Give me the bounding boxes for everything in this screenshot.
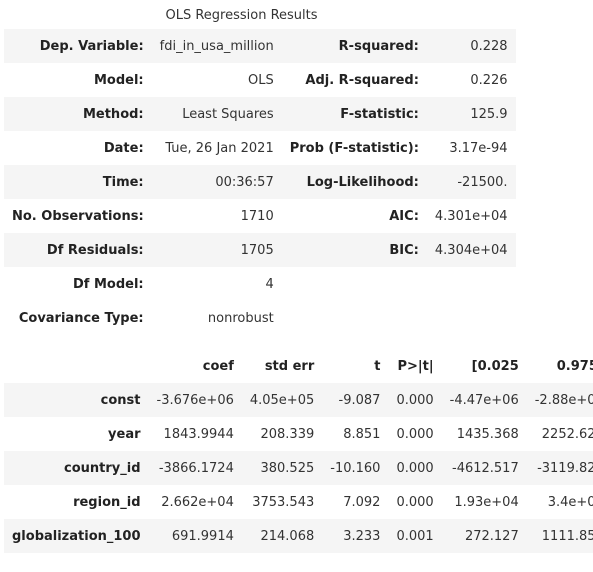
summary-label: Covariance Type: xyxy=(18,310,144,326)
summary-label: AIC: xyxy=(389,208,419,224)
table-row: const -3.676e+06 4.05e+05 -9.087 0.000 -… xyxy=(4,383,593,417)
summary-value: 00:36:57 xyxy=(151,165,282,199)
cell-std-err: 3753.543 xyxy=(252,494,315,510)
table-caption: OLS Regression Results xyxy=(165,8,318,23)
summary-label: Adj. R-squared: xyxy=(305,72,419,88)
summary-label: F-statistic: xyxy=(281,97,427,131)
column-header-coef: coef xyxy=(148,349,242,383)
summary-value: Least Squares xyxy=(151,97,282,131)
summary-value: nonrobust xyxy=(207,310,274,326)
summary-label: Model: xyxy=(93,72,144,88)
summary-label: No. Observations: xyxy=(12,208,144,224)
cell-ci-low: 272.127 xyxy=(441,519,527,553)
model-summary-table: Dep. Variable: fdi_in_usa_million R-squa… xyxy=(4,29,516,335)
table-row: No. Observations: 1710 AIC: 4.301e+04 xyxy=(4,199,516,233)
summary-value: fdi_in_usa_million xyxy=(151,29,282,63)
cell-coef: 691.9914 xyxy=(148,519,242,553)
cell-ci-high: -3119.827 xyxy=(526,451,593,485)
summary-value: Tue, 26 Jan 2021 xyxy=(165,140,274,156)
row-label: country_id xyxy=(4,451,149,485)
column-header-ci-low: [0.025 xyxy=(441,349,527,383)
summary-value xyxy=(427,267,516,301)
column-header-t: t xyxy=(322,349,389,383)
table-row: year 1843.9944 208.339 8.851 0.000 1435.… xyxy=(4,417,593,451)
column-header-std-err: std err xyxy=(241,349,323,383)
summary-value: 4.304e+04 xyxy=(426,233,516,267)
cell-coef: 1843.9944 xyxy=(163,426,234,442)
cell-coef: -3866.1724 xyxy=(148,451,242,485)
cell-t: 7.092 xyxy=(343,494,381,510)
cell-p: 0.001 xyxy=(388,519,442,553)
summary-label: Dep. Variable: xyxy=(4,29,152,63)
table-row: Df Residuals: 1705 BIC: 4.304e+04 xyxy=(4,233,516,267)
table-row: Dep. Variable: fdi_in_usa_million R-squa… xyxy=(4,29,516,63)
table-row: country_id -3866.1724 380.525 -10.160 0.… xyxy=(4,451,593,485)
summary-label: Log-Likelihood: xyxy=(281,165,427,199)
cell-ci-high: 1111.856 xyxy=(526,519,593,553)
summary-label: Method: xyxy=(4,97,152,131)
column-header-p: P>|t| xyxy=(388,349,442,383)
summary-label: Df Model: xyxy=(73,276,144,292)
cell-std-err: 4.05e+05 xyxy=(241,383,323,417)
table-row: Time: 00:36:57 Log-Likelihood: -21500. xyxy=(4,165,516,199)
table-row: region_id 2.662e+04 3753.543 7.092 0.000… xyxy=(4,485,593,519)
cell-ci-low: -4612.517 xyxy=(441,451,527,485)
summary-value xyxy=(427,301,516,335)
summary-label: Time: xyxy=(4,165,152,199)
summary-value: 4 xyxy=(265,276,274,292)
table-row: Covariance Type: nonrobust xyxy=(4,301,516,335)
summary-label: Prob (F-statistic): xyxy=(289,140,419,156)
column-header xyxy=(4,349,149,383)
cell-p: 0.000 xyxy=(388,383,442,417)
table-row: globalization_100 691.9914 214.068 3.233… xyxy=(4,519,593,553)
coefficients-table: coef std err t P>|t| [0.025 0.975] const… xyxy=(4,349,593,553)
cell-t: -10.160 xyxy=(322,451,389,485)
summary-value: 0.226 xyxy=(470,72,508,88)
cell-std-err: 208.339 xyxy=(260,426,315,442)
table-row: Df Model: 4 xyxy=(4,267,516,301)
column-header-ci-high: 0.975] xyxy=(526,349,593,383)
table-row: Model: OLS Adj. R-squared: 0.226 xyxy=(4,63,516,97)
summary-label xyxy=(282,267,427,301)
cell-ci-low: -4.47e+06 xyxy=(441,383,527,417)
summary-value: 1705 xyxy=(151,233,282,267)
table-row: Method: Least Squares F-statistic: 125.9 xyxy=(4,97,516,131)
row-label: region_id xyxy=(73,494,141,510)
cell-p: 0.000 xyxy=(388,451,442,485)
cell-t: 8.851 xyxy=(343,426,381,442)
cell-ci-low: 1.93e+04 xyxy=(454,494,519,510)
row-label: globalization_100 xyxy=(4,519,149,553)
cell-coef: 2.662e+04 xyxy=(161,494,234,510)
cell-ci-low: 1435.368 xyxy=(456,426,519,442)
summary-label: Date: xyxy=(103,140,144,156)
cell-p: 0.000 xyxy=(396,494,434,510)
table-header-row: coef std err t P>|t| [0.025 0.975] xyxy=(4,349,593,383)
summary-label xyxy=(282,301,427,335)
summary-label: Df Residuals: xyxy=(4,233,152,267)
summary-value: OLS xyxy=(247,72,274,88)
summary-label: R-squared: xyxy=(281,29,427,63)
cell-ci-high: 3.4e+04 xyxy=(547,494,593,510)
summary-value: 125.9 xyxy=(426,97,516,131)
cell-ci-high: -2.88e+06 xyxy=(526,383,593,417)
cell-std-err: 214.068 xyxy=(241,519,323,553)
summary-value: 1710 xyxy=(240,208,274,224)
cell-t: -9.087 xyxy=(322,383,389,417)
summary-value: 4.301e+04 xyxy=(434,208,508,224)
summary-label: BIC: xyxy=(281,233,427,267)
cell-coef: -3.676e+06 xyxy=(148,383,242,417)
summary-value: 3.17e-94 xyxy=(449,140,508,156)
cell-ci-high: 2252.621 xyxy=(541,426,593,442)
cell-p: 0.000 xyxy=(396,426,434,442)
table-row: Date: Tue, 26 Jan 2021 Prob (F-statistic… xyxy=(4,131,516,165)
row-label: year xyxy=(108,426,141,442)
cell-t: 3.233 xyxy=(322,519,389,553)
cell-std-err: 380.525 xyxy=(241,451,323,485)
row-label: const xyxy=(4,383,149,417)
summary-value: -21500. xyxy=(426,165,516,199)
summary-value: 0.228 xyxy=(426,29,516,63)
